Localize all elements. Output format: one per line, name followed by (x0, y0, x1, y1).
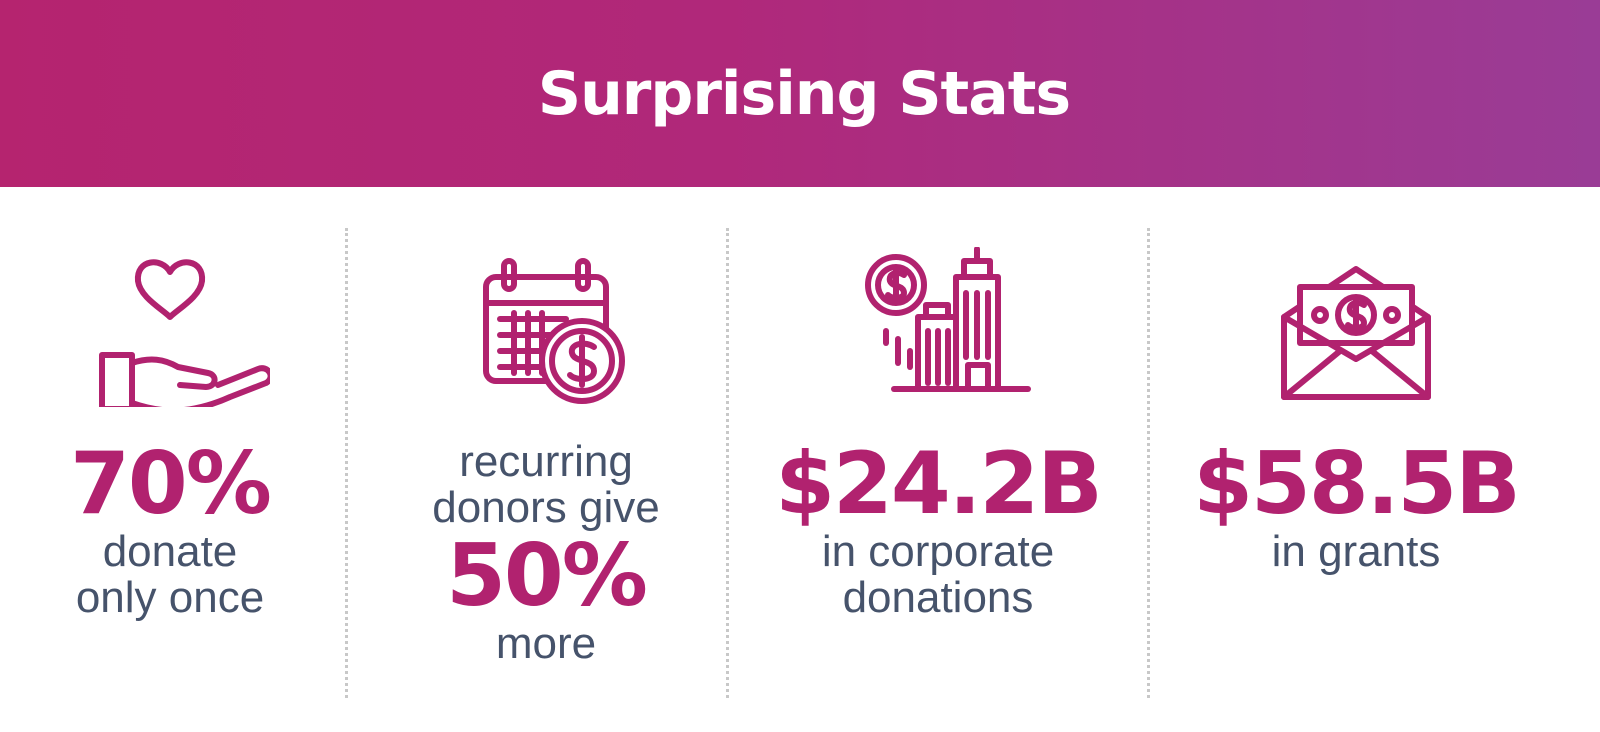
stat-value: $58.5B (1193, 434, 1521, 534)
stat-text: recurring donors give 50% more (356, 439, 736, 667)
column-divider (726, 228, 729, 698)
stat-card-corporate: $24.2B in corporate donations (748, 187, 1128, 732)
corporate-building-dollar-icon (748, 247, 1128, 407)
calendar-dollar-icon (356, 247, 736, 407)
stat-text: $58.5B in grants (1166, 439, 1546, 575)
stat-label-line: in corporate (821, 527, 1055, 576)
page-title: Surprising Stats (537, 58, 1071, 129)
stat-label-line: only once (75, 573, 265, 622)
stat-value: 50% (446, 526, 648, 626)
column-divider (1147, 228, 1150, 698)
column-divider (345, 228, 348, 698)
stat-label-line: more (495, 619, 597, 668)
stat-label-line: donors give (432, 483, 660, 532)
hand-heart-icon (0, 247, 360, 407)
stat-label-line: donate (102, 527, 238, 576)
stat-value: $24.2B (775, 434, 1103, 534)
stat-card-recurring-donors: recurring donors give 50% more (356, 187, 736, 732)
stat-label-line: donations (842, 573, 1034, 622)
stat-text: 70% donate only once (0, 439, 360, 621)
stat-card-grants: $58.5B in grants (1166, 187, 1546, 732)
stat-label-line: recurring (459, 437, 633, 486)
stat-label-line: in grants (1271, 527, 1441, 576)
stat-text: $24.2B in corporate donations (748, 439, 1128, 621)
envelope-money-icon (1166, 247, 1546, 407)
stat-card-donate-once: 70% donate only once (0, 187, 360, 732)
stat-value: 70% (70, 434, 272, 534)
header-banner: Surprising Stats (0, 0, 1600, 187)
